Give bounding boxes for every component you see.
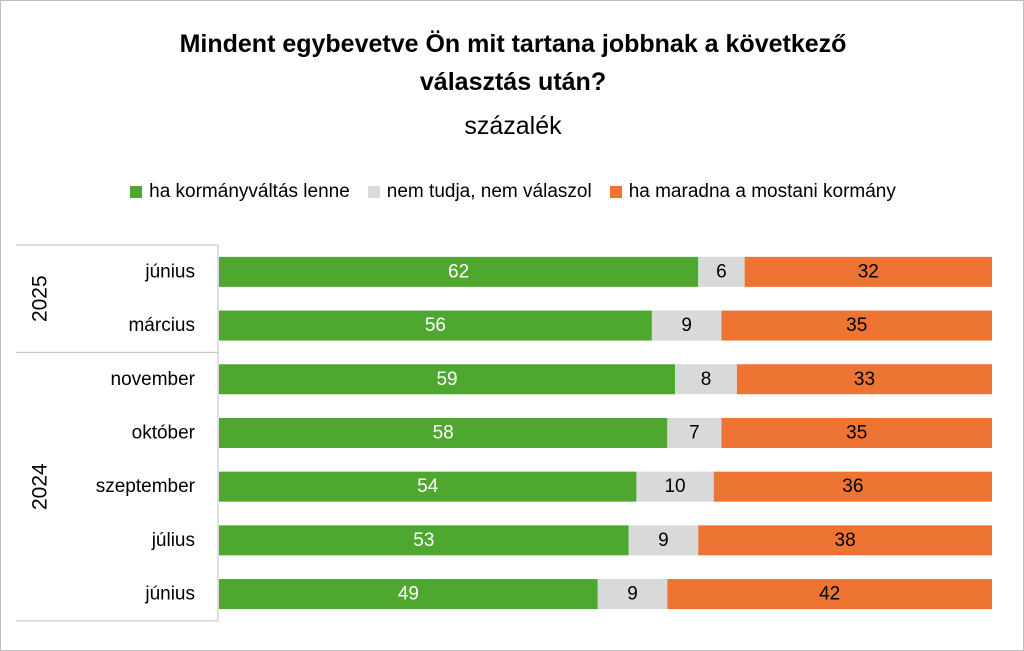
category-label: július: [151, 530, 195, 551]
category-label: március: [128, 315, 195, 336]
bar-segment-dont-know: [698, 256, 745, 287]
bar-segment-stay: [721, 417, 992, 448]
legend-label-stay: ha maradna a mostani kormány: [628, 181, 896, 202]
chart-title-line-2: választás után?: [419, 68, 607, 96]
data-label: 58: [433, 422, 454, 443]
data-label: 56: [425, 315, 446, 336]
category-label: szeptember: [96, 476, 196, 497]
legend-item-change: ha kormányváltás lenne: [130, 181, 350, 203]
category-label: június: [144, 584, 195, 605]
bar-segment-change: [219, 525, 629, 556]
bar-segment-dont-know: [628, 525, 699, 556]
legend: ha kormányváltás lenne nem tudja, nem vá…: [1, 181, 1024, 203]
category-label: június: [144, 261, 195, 282]
legend-label-dont-know: nem tudja, nem válaszol: [386, 181, 592, 202]
legend-swatch-dont-know: [367, 186, 380, 198]
data-label: 59: [436, 369, 457, 390]
bar-segment-dont-know: [636, 471, 714, 502]
bar-segment-change: [219, 471, 637, 502]
data-label: 35: [846, 315, 867, 336]
legend-item-dont-know: nem tudja, nem válaszol: [367, 181, 592, 203]
legend-label-change: ha kormányváltás lenne: [149, 181, 350, 202]
legend-swatch-stay: [609, 186, 622, 198]
bar-segment-dont-know: [667, 417, 722, 448]
data-label: 9: [681, 315, 692, 336]
bar-segment-stay: [721, 310, 992, 341]
data-label: 10: [664, 476, 685, 497]
data-label: 54: [417, 476, 439, 497]
data-label: 53: [413, 530, 434, 551]
legend-swatch-change: [130, 186, 143, 198]
legend-item-stay: ha maradna a mostani kormány: [609, 181, 896, 203]
data-label: 49: [398, 584, 419, 605]
data-label: 38: [835, 530, 856, 551]
bar-segment-stay: [698, 525, 992, 556]
data-label: 7: [689, 422, 700, 443]
bar-segment-dont-know: [651, 310, 722, 341]
year-label-2025: 2025: [29, 275, 52, 322]
bar-segment-stay: [736, 364, 992, 395]
data-label: 32: [858, 261, 879, 282]
bar-segment-dont-know: [675, 364, 737, 395]
bar-segment-change: [219, 364, 676, 395]
bar-segment-stay: [744, 256, 992, 287]
bar-segment-change: [219, 256, 699, 287]
bar-segment-change: [219, 579, 598, 610]
bar-segment-change: [219, 310, 652, 341]
chart-subtitle: százalék: [464, 112, 562, 140]
bar-segment-stay: [667, 579, 992, 610]
data-label: 35: [846, 422, 867, 443]
category-label: november: [111, 369, 196, 390]
bar-segment-dont-know: [597, 579, 668, 610]
data-label: 62: [448, 261, 469, 282]
year-label-2024: 2024: [29, 463, 52, 510]
data-label: 33: [854, 369, 875, 390]
data-label: 9: [627, 584, 638, 605]
bar-segment-change: [219, 417, 668, 448]
bar-segment-stay: [713, 471, 992, 502]
data-label: 42: [819, 584, 840, 605]
category-label: október: [132, 422, 196, 443]
data-label: 36: [842, 476, 863, 497]
chart-title-line-1: Mindent egybevetve Ön mit tartana jobbna…: [179, 30, 847, 58]
data-label: 8: [701, 369, 712, 390]
data-label: 6: [716, 261, 727, 282]
chart-title: Mindent egybevetve Ön mit tartana jobbna…: [1, 25, 1024, 101]
data-label: 9: [658, 530, 669, 551]
